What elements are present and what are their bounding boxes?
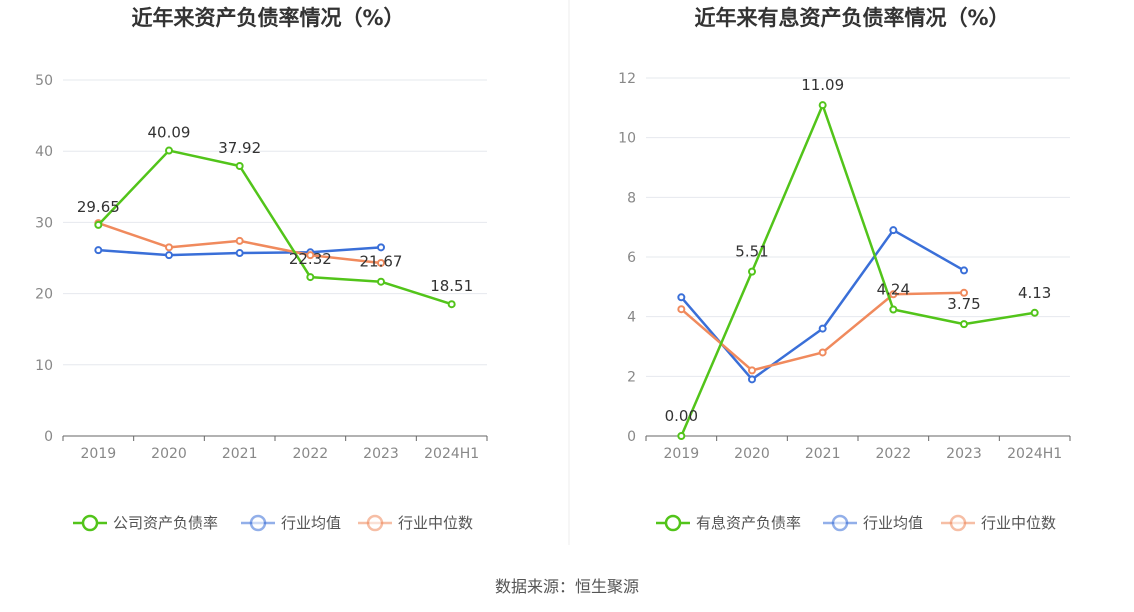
series-point-1 — [818, 324, 827, 333]
series-point-1 — [889, 226, 898, 235]
y-tick-label: 4 — [627, 310, 636, 326]
x-tick-label: 2019 — [81, 446, 117, 462]
data-label: 3.75 — [947, 295, 980, 313]
x-tick-label: 2022 — [876, 446, 912, 462]
x-tick-label: 2021 — [222, 446, 258, 462]
legend-label: 行业均值 — [863, 514, 923, 532]
series-point-1 — [748, 375, 756, 384]
x-tick-label: 2019 — [664, 446, 700, 462]
legend-item-2: 行业中位数 — [358, 514, 473, 532]
data-label: 4.13 — [1018, 284, 1051, 302]
legend-item-0: 有息资产负债率 — [656, 514, 801, 532]
legend-marker — [831, 514, 849, 532]
legend-marker — [366, 514, 384, 532]
series-point-2 — [748, 366, 756, 375]
x-tick-label: 2024H1 — [1007, 446, 1062, 462]
data-label: 40.09 — [148, 124, 191, 142]
y-tick-label: 10 — [618, 131, 636, 147]
y-tick-label: 0 — [44, 429, 53, 445]
x-tick-label: 2021 — [805, 446, 841, 462]
data-label: 29.65 — [77, 198, 120, 216]
data-label: 4.24 — [877, 281, 910, 299]
series-point-1 — [960, 266, 968, 275]
series-point-0 — [447, 300, 456, 309]
x-tick-label: 2020 — [734, 446, 770, 462]
source-note: 数据来源：恒生聚源 — [495, 577, 639, 596]
y-tick-label: 12 — [618, 71, 636, 87]
legend-marker — [949, 514, 967, 532]
legend-item-1: 行业均值 — [823, 514, 923, 532]
legend-item-1: 行业均值 — [241, 514, 341, 532]
data-label: 21.67 — [360, 253, 403, 271]
series-point-0 — [94, 220, 103, 229]
legend-label: 有息资产负债率 — [696, 514, 801, 532]
data-label: 0.00 — [665, 407, 698, 425]
chart-interest-bearing-liability-ratio: 近年来有息资产负债率情况（%） 0 2 4 6 8 10 12 2019 2020 2021 2022… — [618, 6, 1071, 532]
y-tick-label: 50 — [35, 73, 53, 89]
series-line-1 — [680, 228, 965, 381]
y-tick-label: 20 — [35, 287, 53, 303]
series-line-0 — [680, 103, 1035, 437]
data-label: 18.51 — [430, 277, 473, 295]
x-tick-label: 2023 — [946, 446, 982, 462]
series-point-0 — [677, 432, 686, 440]
series-point-1 — [235, 249, 244, 258]
series-point-2 — [306, 251, 315, 260]
legend-label: 行业中位数 — [981, 514, 1056, 532]
chart-asset-liability-ratio: 近年来资产负债率情况（%） 0 10 20 30 40 50 2019 2020 2021 2022… — [35, 6, 488, 532]
series-line-0 — [97, 149, 453, 306]
legend-marker — [664, 514, 682, 532]
legend-item-0: 公司资产负债率 — [73, 514, 218, 532]
legend-item-2: 行业中位数 — [941, 514, 1056, 532]
y-tick-label: 10 — [35, 358, 53, 374]
y-tick-label: 0 — [627, 429, 636, 445]
series-point-2 — [960, 288, 968, 297]
y-tick-label: 2 — [627, 369, 636, 385]
chart-title: 近年来资产负债率情况（%） — [131, 6, 404, 30]
series-point-0 — [889, 305, 898, 314]
legend-label: 行业均值 — [281, 514, 341, 532]
legend-marker — [249, 514, 267, 532]
legend-marker — [81, 514, 99, 532]
data-label: 22.32 — [289, 250, 332, 268]
data-label: 11.09 — [801, 76, 844, 94]
series-point-0 — [306, 273, 315, 282]
series-point-2 — [377, 258, 385, 267]
series-point-0 — [818, 101, 827, 110]
y-tick-label: 6 — [627, 250, 636, 266]
series-point-0 — [235, 162, 244, 171]
legend-label: 公司资产负债率 — [113, 514, 218, 532]
x-tick-label: 2023 — [363, 446, 399, 462]
y-tick-label: 40 — [35, 144, 53, 160]
chart-title: 近年来有息资产负债率情况（%） — [694, 6, 1009, 30]
series-point-0 — [960, 320, 968, 329]
data-label: 37.92 — [218, 139, 261, 157]
series-point-2 — [889, 290, 898, 299]
series-point-2 — [818, 348, 827, 357]
series-point-1 — [377, 243, 385, 252]
series-point-2 — [235, 236, 244, 245]
x-tick-label: 2020 — [151, 446, 187, 462]
series-point-2 — [165, 243, 173, 252]
series-point-0 — [165, 146, 173, 155]
series-point-0 — [377, 277, 385, 286]
x-tick-label: 2024H1 — [424, 446, 479, 462]
x-tick-label: 2022 — [293, 446, 329, 462]
legend-label: 行业中位数 — [398, 514, 473, 532]
y-tick-label: 30 — [35, 215, 53, 231]
series-point-1 — [677, 293, 686, 302]
y-tick-label: 8 — [627, 190, 636, 206]
series-point-2 — [677, 305, 686, 314]
series-point-1 — [165, 251, 173, 260]
series-point-0 — [1030, 308, 1039, 317]
series-point-1 — [94, 246, 103, 255]
data-label: 5.51 — [735, 243, 768, 261]
series-point-0 — [748, 267, 756, 276]
